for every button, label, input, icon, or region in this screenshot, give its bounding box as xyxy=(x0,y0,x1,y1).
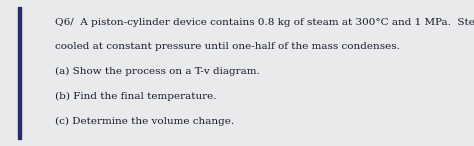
Text: (b) Find the final temperature.: (b) Find the final temperature. xyxy=(55,92,216,101)
Bar xyxy=(18,7,21,139)
Text: (a) Show the process on a T-v diagram.: (a) Show the process on a T-v diagram. xyxy=(55,67,259,76)
Text: cooled at constant pressure until one-half of the mass condenses.: cooled at constant pressure until one-ha… xyxy=(55,42,400,51)
Text: Q6/  A piston-cylinder device contains 0.8 kg of steam at 300°C and 1 MPa.  Stea: Q6/ A piston-cylinder device contains 0.… xyxy=(55,18,474,27)
Text: (c) Determine the volume change.: (c) Determine the volume change. xyxy=(55,117,234,126)
